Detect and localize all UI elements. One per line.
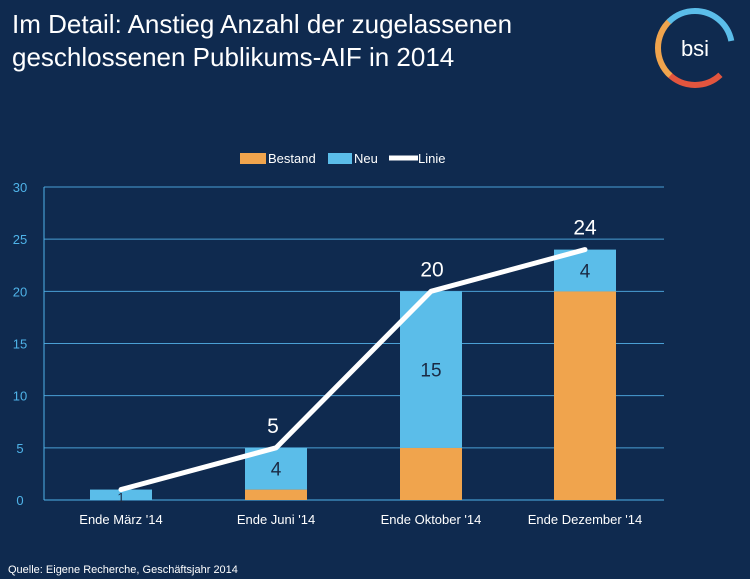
bar-segment-label: 4 xyxy=(271,460,282,481)
x-tick-label: Ende Oktober '14 xyxy=(381,512,482,527)
bar-bestand xyxy=(245,489,307,500)
bar-segment-label: 1 xyxy=(117,490,124,505)
line-value-label: 20 xyxy=(420,258,443,281)
bar-neu xyxy=(90,489,152,500)
y-tick-label: 15 xyxy=(13,337,27,352)
title-line-1: Im Detail: Anstieg Anzahl der zugelassen… xyxy=(12,9,513,39)
legend-swatch-bestand xyxy=(240,153,266,164)
x-tick-label: Ende März '14 xyxy=(79,512,162,527)
bar-bestand xyxy=(400,447,462,500)
legend-label: Linie xyxy=(418,151,445,166)
bar-segment-label: 15 xyxy=(420,361,441,382)
line-value-label: 5 xyxy=(267,415,279,438)
bar-neu xyxy=(400,291,462,448)
line-value-label: 24 xyxy=(573,217,597,240)
bar-segment-label: 4 xyxy=(580,261,591,282)
y-tick-label: 30 xyxy=(13,180,27,195)
y-tick-label: 20 xyxy=(13,284,27,299)
y-tick-label: 25 xyxy=(13,232,27,247)
title-line-2: geschlossenen Publikums-AIF in 2014 xyxy=(12,42,455,72)
source-note: Quelle: Eigene Recherche, Geschäftsjahr … xyxy=(8,564,238,576)
y-tick-label: 10 xyxy=(13,389,27,404)
y-tick-label: 0 xyxy=(16,493,23,508)
legend-label: Bestand xyxy=(268,151,316,166)
x-tick-label: Ende Juni '14 xyxy=(237,512,315,527)
x-tick-label: Ende Dezember '14 xyxy=(528,512,643,527)
y-tick-label: 5 xyxy=(16,441,23,456)
legend-swatch-neu xyxy=(328,153,352,164)
series-line xyxy=(118,247,588,493)
legend-label: Neu xyxy=(354,151,378,166)
page-title: Im Detail: Anstieg Anzahl der zugelassen… xyxy=(12,8,632,74)
logo-text: bsi xyxy=(681,36,709,61)
bsi-logo: bsi xyxy=(655,8,735,88)
bar-bestand xyxy=(554,291,616,500)
